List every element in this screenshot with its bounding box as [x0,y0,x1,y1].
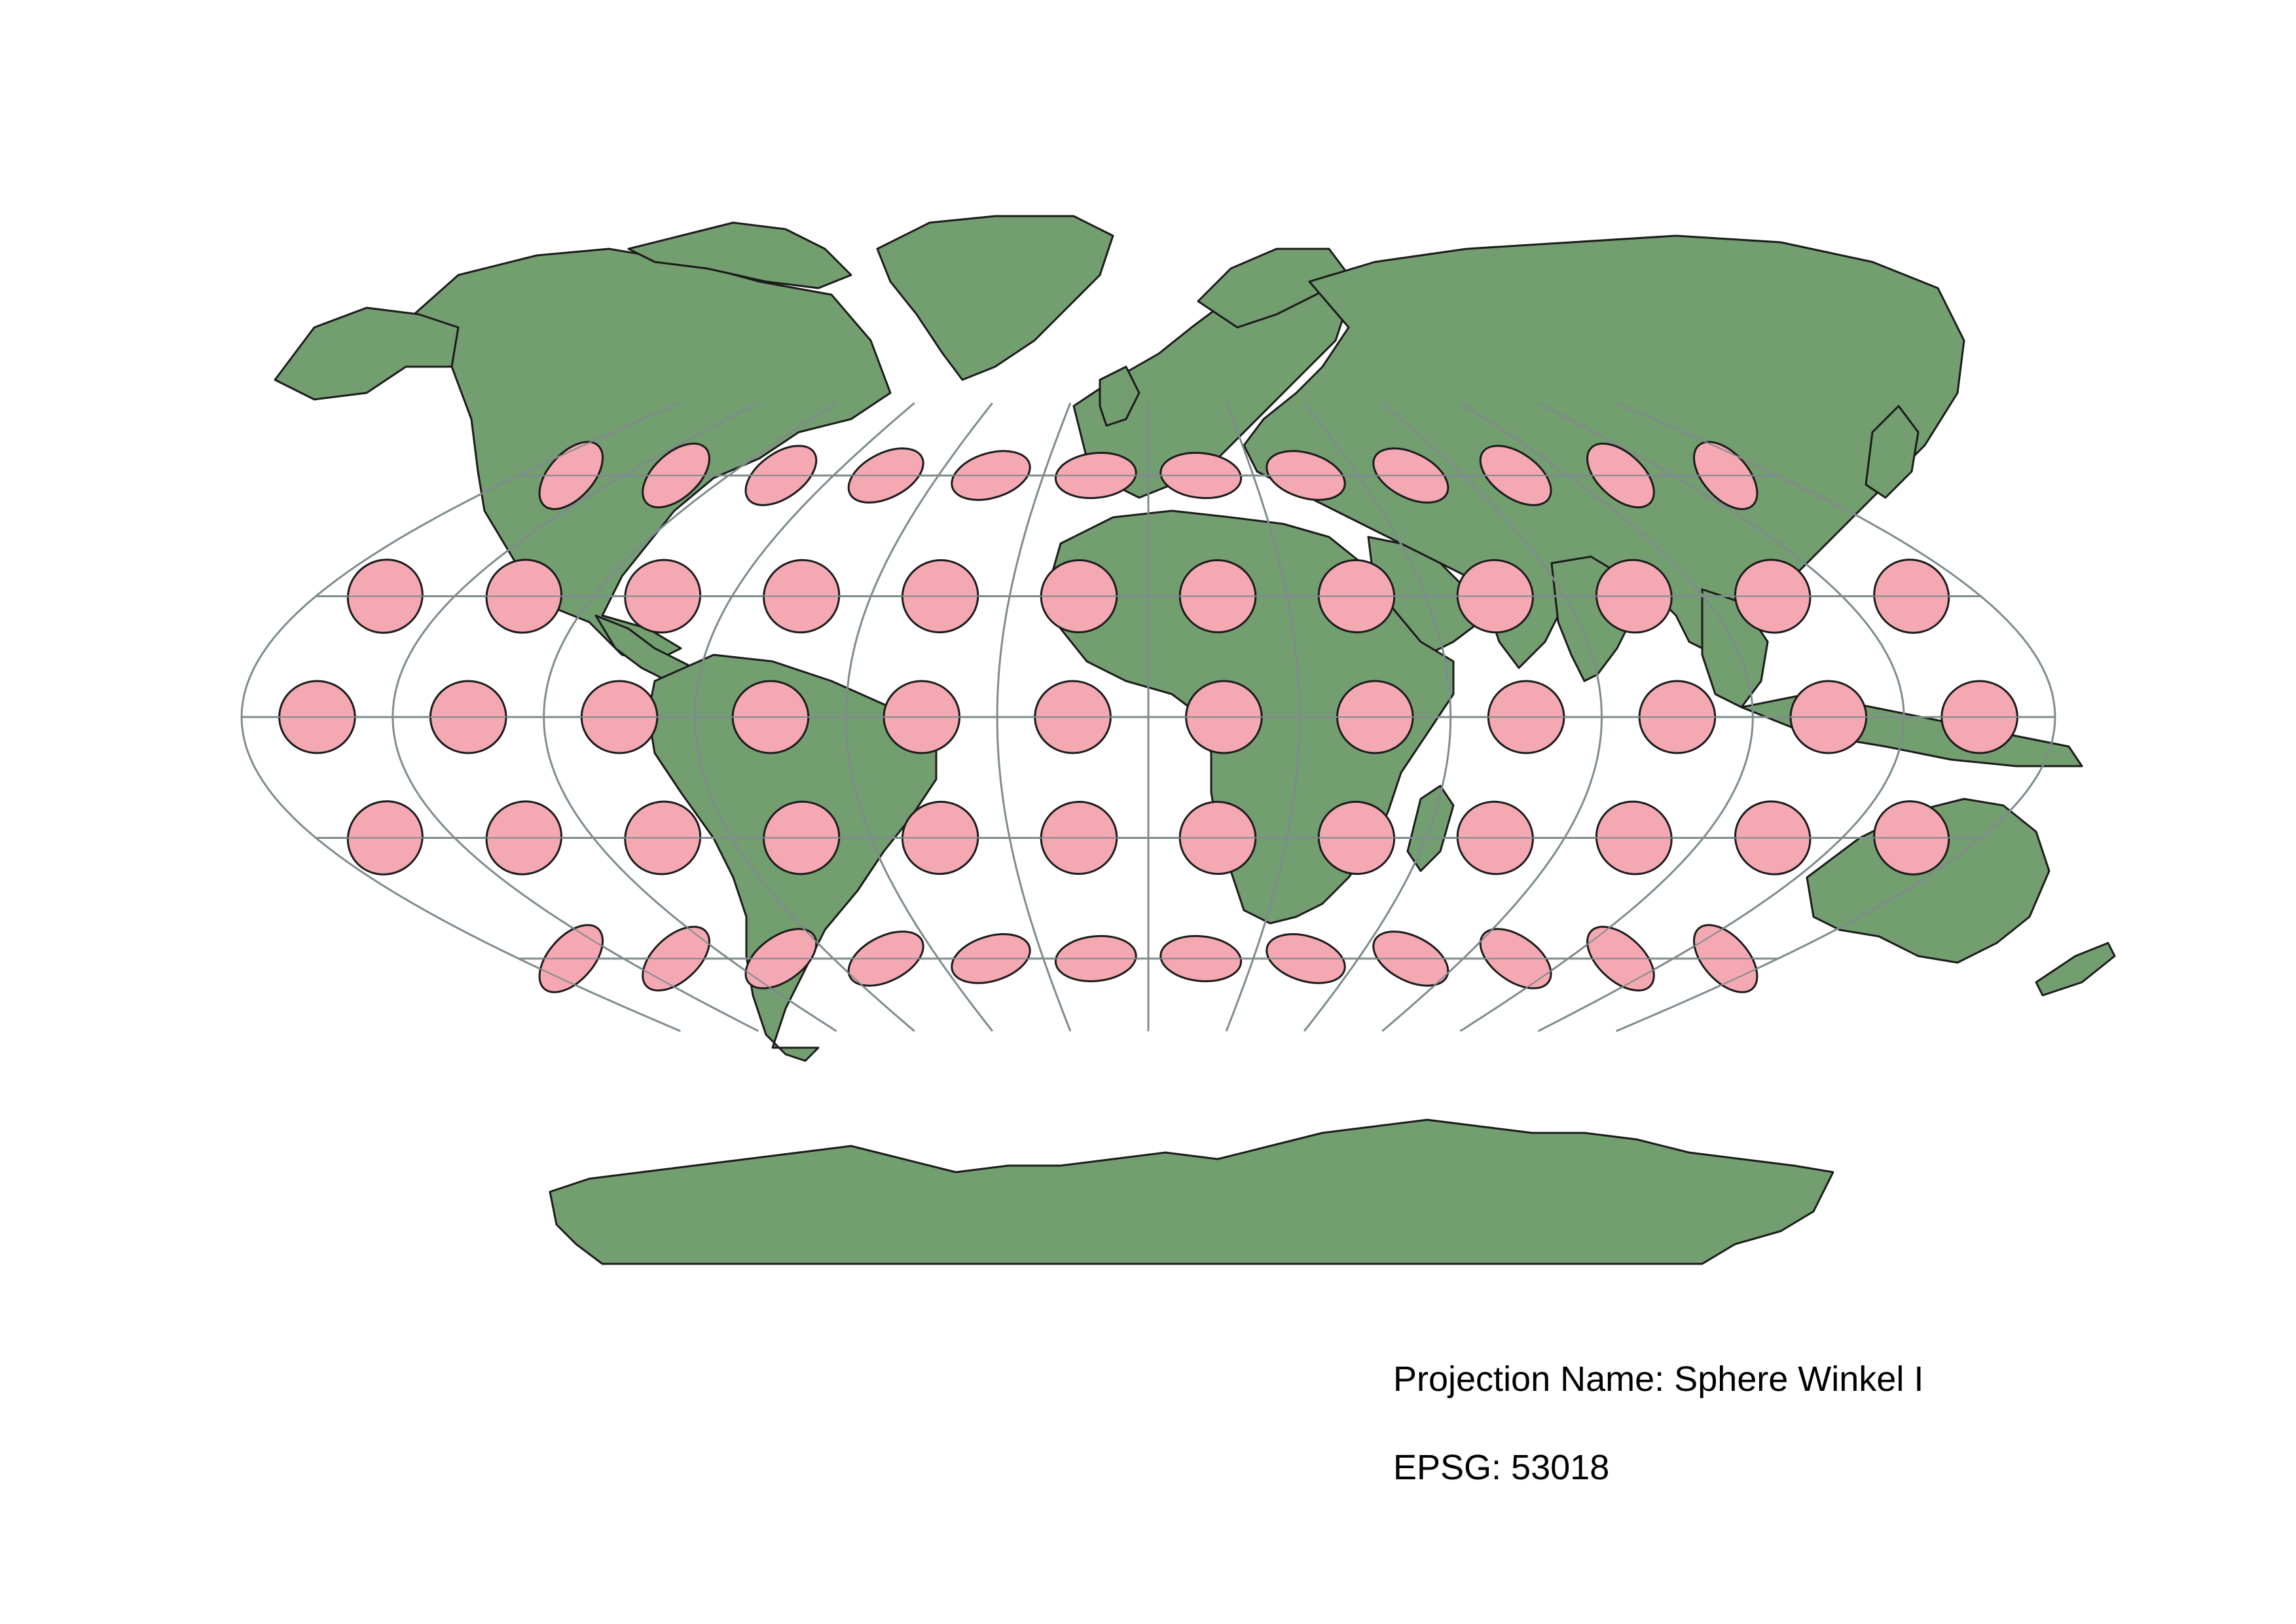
landmass-north-america [398,248,892,663]
projection-name-label: Projection Name: Sphere Winkel I [1393,1359,1924,1399]
epsg-code-label: EPSG: 53018 [1393,1448,1610,1487]
landmass-new-zealand [2035,942,2116,997]
landmass-greenland [876,215,1114,381]
landmass-alaska [274,306,460,401]
landmass-japan [1865,405,1920,499]
landmass-antarctica [549,1118,1834,1265]
landmass-uk [1099,365,1140,427]
landmass-arctic-canada [627,221,852,289]
landmass-europe [1072,280,1350,499]
graticule-overlay [240,402,2056,1032]
